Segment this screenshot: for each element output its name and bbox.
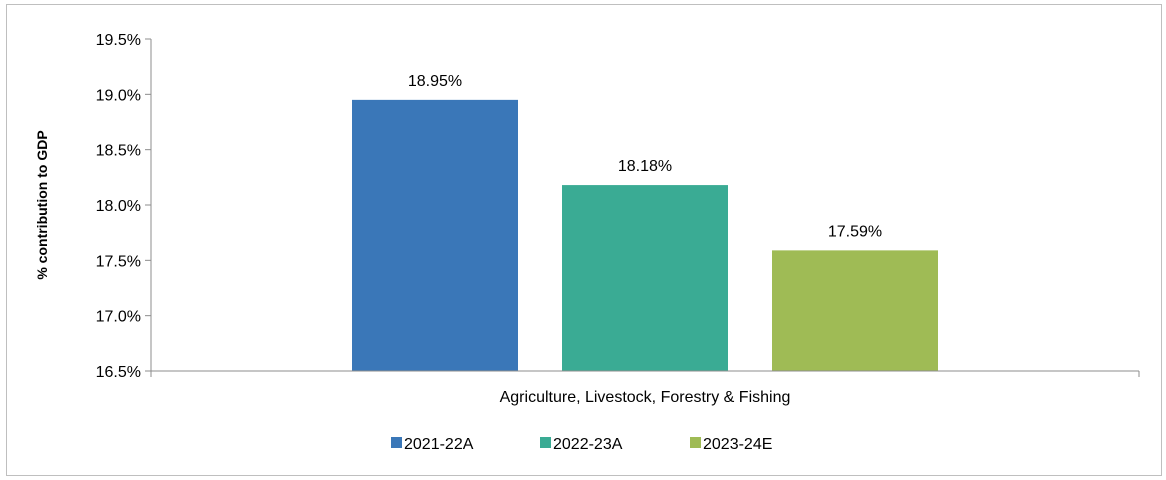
data-label-2021-22A: 18.95%	[408, 73, 462, 90]
legend-label-2021-22A: 2021-22A	[404, 436, 474, 453]
y-tick-label: 17.0%	[96, 309, 141, 326]
legend-label-2022-23A: 2022-23A	[553, 436, 623, 453]
bar-chart: 16.5% 17.0% 17.5% 18.0% 18.5% 19.0% 19.5% 18.9…	[34, 32, 1140, 453]
bar-2022-23A	[562, 185, 728, 371]
data-label-2023-24E: 17.59%	[828, 223, 882, 240]
y-tick-label: 19.5%	[96, 32, 141, 49]
legend-swatch-2021-22A	[391, 437, 402, 448]
data-labels: 18.95% 18.18% 17.59%	[408, 73, 882, 241]
bar-2021-22A	[352, 99, 518, 371]
y-tick-label: 18.0%	[96, 198, 141, 215]
bar-2023-24E	[772, 250, 938, 371]
y-axis-title: % contribution to GDP	[34, 130, 50, 279]
chart-frame: 16.5% 17.0% 17.5% 18.0% 18.5% 19.0% 19.5% 18.9…	[6, 4, 1162, 476]
legend-swatch-2022-23A	[540, 437, 551, 448]
legend-label-2023-24E: 2023-24E	[703, 436, 772, 453]
x-axis-ticks: Agriculture, Livestock, Forestry & Fishi…	[150, 371, 1140, 406]
legend: 2021-22A 2022-23A 2023-24E	[391, 436, 772, 453]
y-tick-label: 17.5%	[96, 253, 141, 270]
y-tick-label: 18.5%	[96, 143, 141, 160]
y-tick-label: 16.5%	[96, 364, 141, 381]
y-axis-ticks: 16.5% 17.0% 17.5% 18.0% 18.5% 19.0% 19.5%	[96, 32, 151, 381]
legend-swatch-2023-24E	[690, 437, 701, 448]
x-category-label: Agriculture, Livestock, Forestry & Fishi…	[500, 389, 791, 406]
bars	[352, 99, 938, 371]
y-tick-label: 19.0%	[96, 87, 141, 104]
data-label-2022-23A: 18.18%	[618, 158, 672, 175]
